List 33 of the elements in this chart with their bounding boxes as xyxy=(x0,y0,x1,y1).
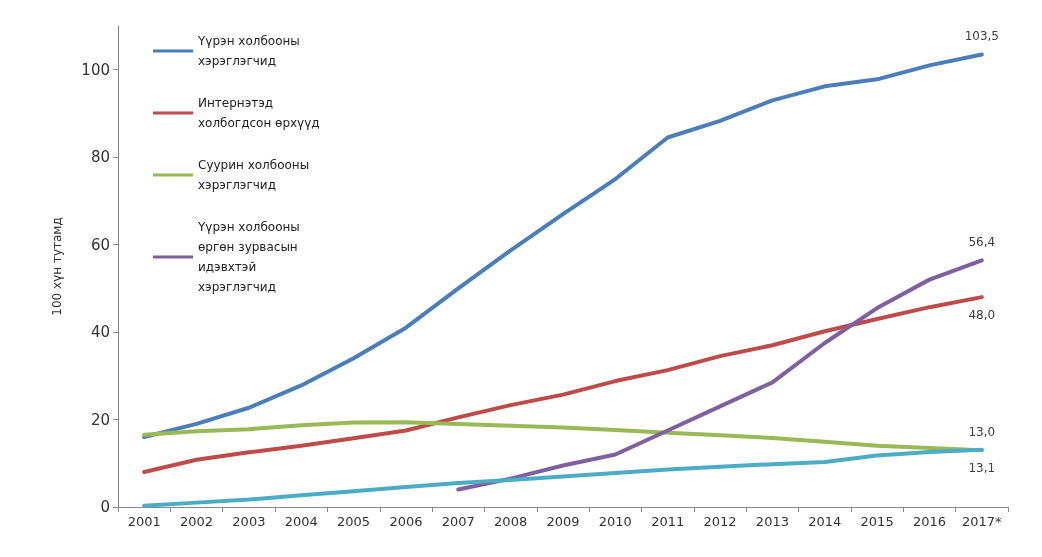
x-tick-label: 2003 xyxy=(232,514,266,529)
x-tick-label: 2011 xyxy=(651,514,685,529)
data-label: 13,0 xyxy=(968,425,996,440)
x-tick-label: 2012 xyxy=(703,514,737,529)
data-label: 13,1 xyxy=(968,460,996,475)
x-tick-label: 2013 xyxy=(755,514,789,529)
y-tick-label: 60 xyxy=(90,235,110,254)
legend-label: Суурин холбооны хэрэглэгчид xyxy=(198,158,313,192)
x-tick-label: 2004 xyxy=(284,514,318,529)
x-tick-label: 2001 xyxy=(127,514,161,529)
y-tick-label: 100 xyxy=(81,60,110,79)
y-axis-title: 100 хүн тутамд xyxy=(50,217,64,316)
data-label: 103,5 xyxy=(964,29,999,44)
legend-label: Үүрэн холбооны хэрэглэгчид xyxy=(197,34,304,68)
x-tick-label: 2005 xyxy=(337,514,371,529)
x-tick-label: 2008 xyxy=(494,514,528,529)
x-tick-label: 2009 xyxy=(546,514,580,529)
y-tick-label: 40 xyxy=(90,323,110,342)
data-label: 56,4 xyxy=(968,235,996,250)
x-tick-label: 2015 xyxy=(860,514,894,529)
legend-label: Интернэтэд холбогдсон өрхүүд xyxy=(198,96,320,130)
x-tick-label: 2010 xyxy=(598,514,632,529)
x-tick-label: 2014 xyxy=(808,514,842,529)
legend-label: Үүрэн холбооны өргөн зурвасын идэвхтэй хэрэглэгчид xyxy=(197,220,304,294)
x-tick-label: 2002 xyxy=(179,514,214,529)
x-tick-label: 2007 xyxy=(441,514,475,529)
y-tick-label: 80 xyxy=(90,148,110,167)
x-tick-label: 2017* xyxy=(962,514,1003,529)
data-label: 48,0 xyxy=(968,308,996,323)
y-tick-label: 0 xyxy=(100,498,110,516)
y-tick-label: 20 xyxy=(90,410,110,429)
x-tick-label: 2016 xyxy=(912,514,947,529)
x-tick-label: 2006 xyxy=(389,514,423,529)
